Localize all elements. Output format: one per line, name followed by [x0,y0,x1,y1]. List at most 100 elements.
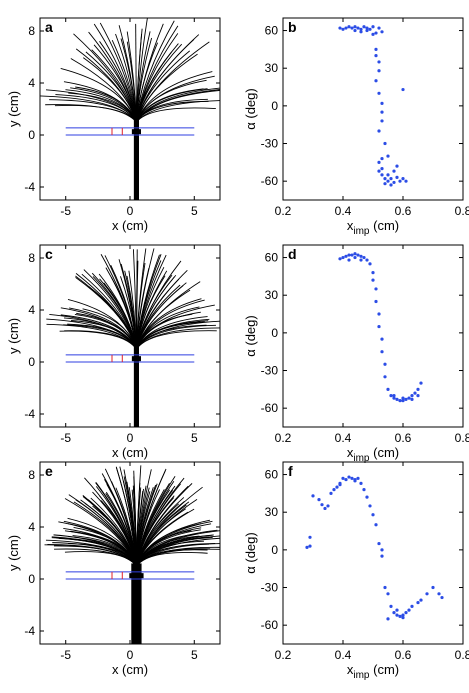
data-point [404,179,408,183]
panel-c: -5 0 5 -4 0 4 8 x (cm) y (cm) c [6,244,221,460]
data-point [347,253,351,257]
data-point [362,255,366,260]
y-tick-label: -30 [261,137,279,151]
y-tick-label: 0 [28,355,35,369]
y-tick-label: -60 [261,174,279,188]
data-point [368,504,372,508]
data-point [380,173,384,177]
data-point [335,485,339,489]
y-axis-label: α (deg) [243,88,258,129]
data-point [380,30,384,34]
data-point [380,548,384,552]
data-point [362,25,366,29]
data-point [407,396,411,400]
data-point [320,503,324,507]
data-point [308,544,312,548]
trajectory-line [73,33,137,123]
data-point [359,258,363,262]
data-point [371,513,375,517]
data-point [356,253,360,257]
x-axis-label: ximp (cm) [347,662,399,681]
data-point [392,169,396,173]
y-tick-label: 8 [28,468,35,482]
trajectory-stem [133,346,139,427]
data-point [377,91,381,95]
data-point [344,26,348,30]
data-point [353,255,357,260]
x-tick-label: 0 [127,204,134,218]
plot-area [44,465,220,644]
data-point [365,258,369,262]
y-tick-label: 0 [271,99,278,113]
data-point [374,47,378,51]
data-point [311,494,315,498]
data-point [308,535,312,539]
data-point [380,156,384,161]
data-point [392,396,396,400]
panel-b: 0.2 0.4 0.6 0.8 -60 -30 0 30 60 ximp (cm) α (deg) b [243,17,469,237]
y-tick-label: 60 [265,24,279,38]
data-point [386,179,390,183]
data-point [383,375,387,379]
data-point [374,523,378,527]
data-point [380,554,384,558]
panel-d: 0.2 0.4 0.6 0.8 -60 -30 0 30 60 ximp (cm) α (deg) d [243,244,469,464]
x-tick-label: 0.2 [275,431,292,445]
data-point [338,482,342,487]
x-tick-label: 0 [127,648,134,662]
data-point [377,541,381,546]
data-point [353,25,357,29]
trajectory-line [40,95,137,123]
data-point [374,31,378,35]
data-point [365,26,369,30]
data-point [347,25,351,29]
data-point [344,254,348,258]
y-tick-label: 4 [28,303,35,317]
data-point [341,27,345,31]
panel-label: c [45,246,53,262]
plot-area [40,18,220,200]
y-tick-label: -60 [261,618,279,632]
data-point [416,394,420,398]
y-tick-label: -4 [24,180,35,194]
y-tick-label: 0 [28,128,35,142]
trajectory-line [136,330,217,350]
impact-point [131,356,141,362]
data-point [368,262,372,266]
data-point [341,255,345,260]
x-tick-label: 0 [127,431,134,445]
data-point [404,397,408,401]
data-point [359,27,363,31]
x-tick-label: 0.2 [275,648,292,662]
data-point [341,476,345,480]
impact-point [131,129,141,135]
data-point [377,69,381,73]
data-point [395,164,399,168]
data-point [377,26,381,30]
data-point [401,613,405,617]
trajectory-line [136,41,210,123]
data-point [431,585,435,590]
y-tick-label: 60 [265,468,279,482]
panel-label: a [45,19,53,35]
data-point [386,592,390,596]
data-point [347,475,351,479]
y-tick-label: 30 [265,288,279,302]
data-point [395,397,399,401]
data-point [377,160,381,164]
data-point [410,394,414,398]
data-point [392,180,396,185]
x-tick-label: 5 [191,648,198,662]
data-point [386,617,390,621]
y-axis-label: α (deg) [243,532,258,573]
data-point [353,28,357,33]
data-point [371,25,375,29]
data-point [353,477,357,482]
data-point [371,278,375,282]
data-point [380,350,384,354]
y-tick-label: -30 [261,581,279,595]
data-point [395,175,399,180]
data-point [395,613,399,617]
y-tick-label: 0 [271,543,278,557]
